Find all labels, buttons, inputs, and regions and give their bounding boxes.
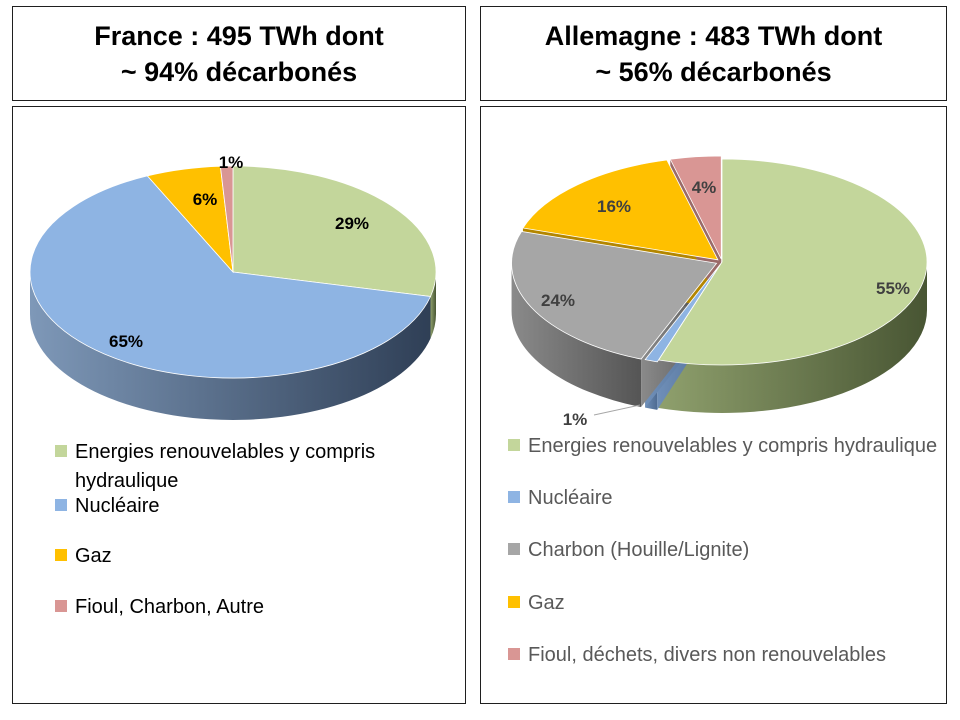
france-legend-label: Energies renouvelables y compris hydraul… (75, 441, 376, 492)
france-legend-swatch (55, 445, 67, 457)
germany-data-label-gaz: 16% (597, 197, 631, 216)
germany-pie-chart: 55% 1% 24% 16% 4% (511, 155, 928, 429)
france-legend-swatch (55, 600, 67, 612)
germany-legend-label: Nucléaire (528, 487, 613, 509)
germany-legend-item-nucleaire: Nucléaire (508, 484, 612, 513)
germany-legend-item-fioul-dechets-divers-non-renouvelables: Fioul, déchets, divers non renouvelables (508, 641, 886, 670)
germany-legend-swatch (508, 596, 520, 608)
france-slice-energies-renouvelables-y-compris-hydraulique (232, 165, 437, 297)
france-legend-label: Fioul, Charbon, Autre (75, 596, 264, 618)
germany-title-line-2: ~ 56% décarbonés (595, 56, 832, 87)
france-legend-swatch (55, 499, 67, 511)
france-legend-label: Nucléaire (75, 495, 160, 517)
germany-title-box: Allemagne : 483 TWh dont ~ 56% décarboné… (480, 6, 947, 101)
germany-slice-energies-renouvelables-y-compris-hydraulique (657, 158, 928, 366)
france-title-line-2: ~ 94% décarbonés (120, 56, 358, 87)
france-slice-fioul-charbon-autre (219, 165, 234, 273)
france-data-label-fioul-charbon-autre: 1% (219, 153, 244, 172)
germany-legend-label: Gaz (528, 592, 565, 614)
germany-data-label-energies-renouvelables-y-compris-hydraulique: 55% (876, 279, 910, 298)
germany-slice-nucleaire (644, 263, 721, 363)
germany-legend-item-gaz: Gaz (508, 589, 565, 618)
germany-legend-item-charbon-houille-lignite: Charbon (Houille/Lignite) (508, 536, 749, 565)
germany-side-energies-renouvelables-y-compris-hydraulique (658, 262, 928, 414)
germany-slice-gaz (522, 159, 719, 261)
germany-title-line-1: Allemagne : 483 TWh dont (544, 20, 883, 51)
germany-slice-fioul-dechets-divers-non-renouvelables (669, 155, 722, 260)
france-legend-item-nucleaire: Nucléaire (55, 492, 159, 521)
france-legend-item-fioul-charbon-autre: Fioul, Charbon, Autre (55, 593, 264, 622)
germany-legend-swatch (508, 648, 520, 660)
france-title-line-1: France : 495 TWh dont (94, 20, 384, 51)
germany-data-label-nucleaire: 1% (563, 410, 588, 429)
france-side-energies-renouvelables-y-compris-hydraulique (430, 272, 436, 339)
germany-legend-swatch (508, 491, 520, 503)
france-legend-item-gaz: Gaz (55, 542, 112, 571)
germany-leader-line (593, 404, 641, 416)
germany-data-label-fioul-dechets-divers-non-renouvelables: 4% (692, 178, 717, 197)
germany-side-charbon-houille-lignite (511, 263, 642, 408)
germany-legend-label: Energies renouvelables y compris hydraul… (528, 435, 938, 457)
france-pie-chart: 29% 65% 6%1% (29, 153, 437, 420)
germany-legend-swatch (508, 439, 520, 451)
france-legend-swatch (55, 549, 67, 561)
germany-legend-item-energies-renouvelables-y-compris-hydraulique: Energies renouvelables y compris hydraul… (508, 432, 937, 461)
france-title-box: France : 495 TWh dont ~ 94% décarbonés (12, 6, 466, 101)
france-data-label-nucleaire: 65% (109, 332, 143, 351)
germany-legend-swatch (508, 543, 520, 555)
france-legend-label: Gaz (75, 545, 112, 567)
germany-legend-label: Charbon (Houille/Lignite) (528, 539, 750, 561)
germany-slice-charbon-houille-lignite (511, 231, 718, 360)
germany-legend-label: Fioul, déchets, divers non renouvelables (528, 644, 886, 666)
france-slice-nucleaire (29, 175, 432, 379)
france-data-label-gaz: 6% (193, 190, 218, 209)
france-side-nucleaire (30, 272, 431, 420)
france-data-label-energies-renouvelables-y-compris-hydraulique: 29% (335, 214, 369, 233)
france-legend-item-energies-renouvelables-y-compris-hydraulique: Energies renouvelables y compris hydraul… (55, 438, 425, 496)
germany-data-label-charbon-houille-lignite: 24% (541, 291, 575, 310)
